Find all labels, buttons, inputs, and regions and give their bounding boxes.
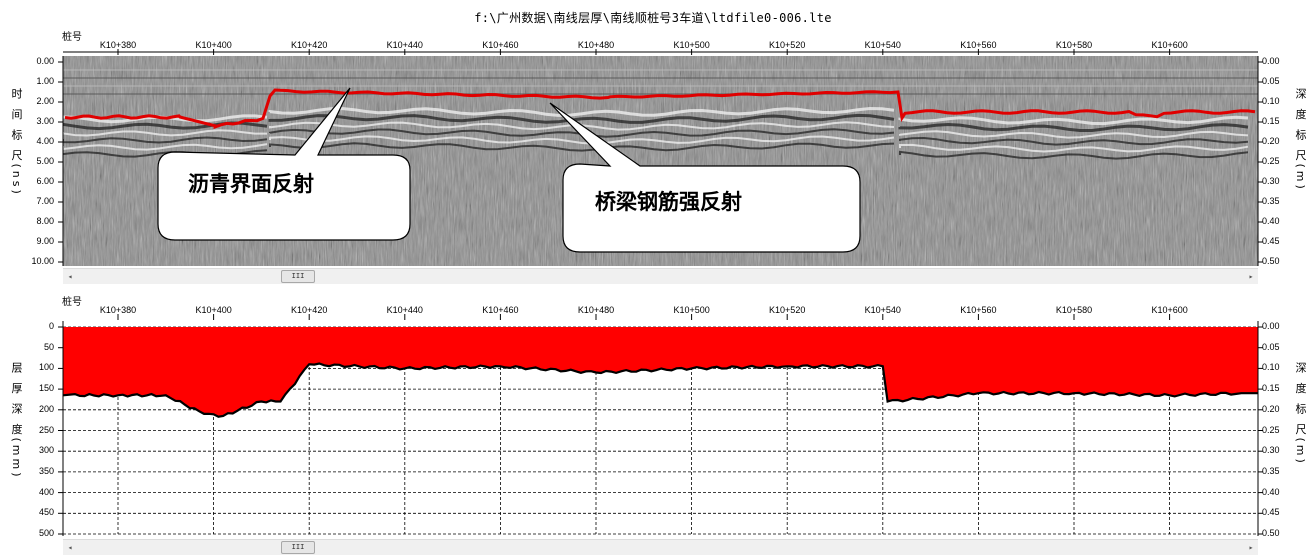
top-horizontal-scrollbar[interactable]: ◂ III ▸ — [63, 268, 1258, 284]
bottom-station-label: K10+560 — [960, 305, 997, 315]
bottom-station-label: K10+380 — [99, 305, 137, 315]
time-tick-label: 1.00 — [36, 76, 54, 86]
callout-bridge-rebar-text: 桥梁钢筋强反射 — [595, 190, 742, 214]
depth-tick-label: 0.15 — [1262, 116, 1280, 126]
radargram-panel — [58, 49, 1263, 266]
bottom-station-label: K10+580 — [1055, 305, 1093, 315]
depth-tick-label: 0.05 — [1262, 76, 1280, 86]
scroll-left-arrow-icon[interactable]: ◂ — [67, 543, 73, 552]
bottom-left-axis-label: 层 厚 深 度(mm) — [10, 362, 23, 480]
bottom-station-label: K10+440 — [386, 305, 423, 315]
bottom-station-label: K10+460 — [482, 305, 519, 315]
depth-tick-label: 0.30 — [1262, 445, 1280, 456]
depth-tick-label: 0.05 — [1262, 341, 1280, 352]
bottom-horizontal-scrollbar[interactable]: ◂ III ▸ — [63, 539, 1258, 555]
bottom-station-label: K10+400 — [195, 305, 232, 315]
thickness-tick-label: 100 — [38, 362, 54, 373]
time-tick-label: 9.00 — [36, 236, 54, 246]
top-station-label: K10+540 — [864, 40, 901, 50]
thickness-tick-label: 400 — [38, 486, 54, 497]
top-station-caption: 桩号 — [62, 32, 82, 43]
bottom-station-caption: 桩号 — [62, 297, 82, 308]
time-tick-label: 4.00 — [36, 136, 54, 146]
callout-bridge-rebar — [549, 102, 861, 253]
thickness-tick-label: 350 — [38, 465, 54, 476]
top-station-label: K10+460 — [482, 40, 519, 50]
thickness-tick-label: 50 — [43, 341, 54, 352]
time-tick-label: 2.00 — [36, 96, 54, 106]
scroll-left-arrow-icon[interactable]: ◂ — [67, 272, 73, 281]
top-station-label: K10+580 — [1055, 40, 1093, 50]
asphalt-interface-line — [64, 88, 1256, 130]
depth-tick-label: 0.00 — [1262, 321, 1280, 331]
depth-tick-label: 0.35 — [1262, 196, 1280, 206]
time-tick-label: 10.00 — [31, 256, 54, 266]
top-station-label: K10+600 — [1151, 40, 1188, 50]
scroll-right-arrow-icon[interactable]: ▸ — [1248, 272, 1254, 281]
bottom-right-axis-label: 深 度 标 尺(m) — [1294, 362, 1306, 466]
top-station-label: K10+560 — [960, 40, 997, 50]
depth-tick-label: 0.45 — [1262, 507, 1280, 518]
time-tick-label: 6.00 — [36, 176, 54, 186]
time-tick-label: 3.00 — [36, 116, 54, 126]
time-tick-label: 7.00 — [36, 196, 54, 206]
depth-tick-label: 0.20 — [1262, 403, 1280, 414]
top-station-label: K10+380 — [99, 40, 137, 50]
thickness-tick-label: 300 — [38, 445, 54, 456]
top-station-label: K10+440 — [386, 40, 423, 50]
thickness-tick-label: 0 — [48, 321, 54, 331]
depth-tick-label: 0.45 — [1262, 236, 1280, 246]
depth-tick-label: 0.20 — [1262, 136, 1280, 146]
callout-asphalt-interface-text: 沥青界面反射 — [188, 172, 314, 196]
scroll-thumb[interactable]: III — [281, 270, 315, 283]
top-station-label: K10+500 — [673, 40, 710, 50]
time-tick-label: 8.00 — [36, 216, 54, 226]
callout-asphalt-interface — [157, 87, 411, 241]
layer-thickness-line — [62, 362, 1258, 418]
bottom-station-label: K10+500 — [673, 305, 710, 315]
depth-tick-label: 0.10 — [1262, 362, 1280, 373]
bottom-station-label: K10+600 — [1151, 305, 1188, 315]
depth-tick-label: 0.30 — [1262, 176, 1280, 186]
thickness-tick-label: 200 — [38, 403, 54, 414]
thickness-tick-label: 450 — [38, 507, 54, 518]
time-tick-label: 5.00 — [36, 156, 54, 166]
depth-tick-label: 0.15 — [1262, 383, 1280, 394]
depth-tick-label: 0.35 — [1262, 465, 1280, 476]
window-title: f:\广州数据\南线层厚\南线顺桩号3车道\ltdfile0-006.lte — [474, 11, 832, 25]
top-station-label: K10+520 — [769, 40, 806, 50]
top-station-label: K10+400 — [195, 40, 232, 50]
depth-tick-label: 0.50 — [1262, 528, 1280, 538]
depth-tick-label: 0.00 — [1262, 56, 1280, 66]
depth-tick-label: 0.25 — [1262, 424, 1280, 435]
depth-tick-label: 0.40 — [1262, 486, 1280, 497]
top-station-label: K10+420 — [291, 40, 328, 50]
depth-tick-label: 0.10 — [1262, 96, 1280, 106]
thickness-tick-label: 150 — [38, 383, 54, 394]
time-tick-label: 0.00 — [36, 56, 54, 66]
bottom-station-label: K10+520 — [769, 305, 806, 315]
scroll-thumb[interactable]: III — [281, 541, 315, 554]
depth-tick-label: 0.40 — [1262, 216, 1280, 226]
bottom-station-label: K10+480 — [577, 305, 615, 315]
bottom-station-label: K10+420 — [291, 305, 328, 315]
thickness-tick-label: 500 — [38, 528, 54, 538]
bottom-station-label: K10+540 — [864, 305, 901, 315]
scroll-right-arrow-icon[interactable]: ▸ — [1248, 543, 1254, 552]
layer-thickness-area — [63, 327, 1258, 417]
depth-tick-label: 0.50 — [1262, 256, 1280, 266]
depth-tick-label: 0.25 — [1262, 156, 1280, 166]
thickness-tick-label: 250 — [38, 424, 54, 435]
top-station-label: K10+480 — [577, 40, 615, 50]
top-right-axis-label: 深 度 标 尺(m) — [1294, 88, 1306, 192]
top-left-axis-label: 时 间 标 尺(ns) — [10, 88, 23, 197]
